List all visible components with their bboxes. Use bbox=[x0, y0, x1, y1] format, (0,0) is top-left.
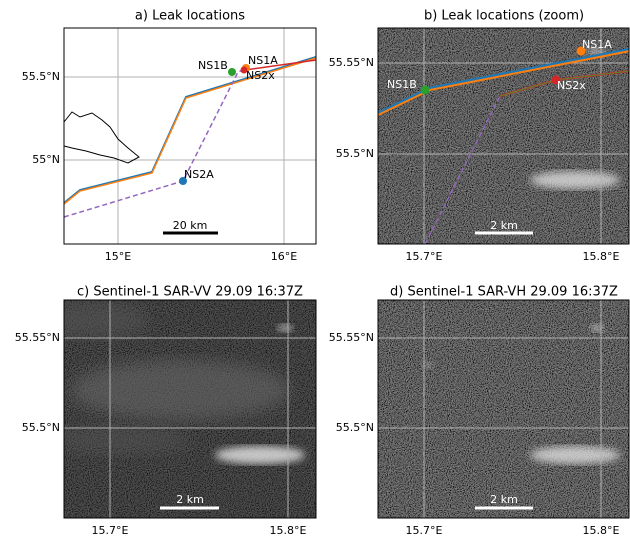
leak-label: NS1A bbox=[248, 54, 278, 67]
slick bbox=[590, 324, 604, 332]
leak-label: NS1B bbox=[387, 78, 417, 91]
leak-label: NS2x bbox=[246, 69, 275, 82]
x-tick-label: 16°E bbox=[271, 250, 297, 263]
sea-texture bbox=[70, 360, 290, 420]
frame bbox=[63, 299, 317, 519]
panel-a: NS1A NS1B NS2x NS2A 20 km a) Leak locati… bbox=[22, 9, 317, 263]
pipeline-ns1 bbox=[63, 57, 317, 205]
sea-texture bbox=[64, 425, 190, 455]
frame bbox=[63, 27, 317, 245]
leak-label: NS1A bbox=[582, 38, 612, 51]
panel-b: NS1A NS1B NS2x 2 km b) Leak locations (z… bbox=[329, 9, 630, 263]
pipeline-ns2 bbox=[244, 59, 317, 71]
x-tick-label: 15.7°E bbox=[92, 524, 129, 537]
pipeline-ns1 bbox=[378, 50, 629, 116]
x-tick-label: 15.8°E bbox=[583, 250, 620, 263]
x-tick-label: 15.8°E bbox=[270, 524, 307, 537]
grid bbox=[378, 300, 629, 518]
scale-bar-label: 2 km bbox=[490, 493, 518, 506]
sea-texture bbox=[64, 302, 150, 338]
leak-point bbox=[240, 66, 248, 74]
y-tick-label: 55.5°N bbox=[22, 421, 60, 434]
x-tick-label: 15.8°E bbox=[583, 524, 620, 537]
panel-title: b) Leak locations (zoom) bbox=[424, 9, 584, 24]
panel-c: 2 km c) Sentinel-1 SAR-VV 29.09 16:37Z 5… bbox=[15, 285, 317, 537]
y-tick-label: 55.55°N bbox=[15, 331, 60, 344]
panel-d: 2 km d) Sentinel-1 SAR-VH 29.09 16:37Z 5… bbox=[329, 285, 630, 537]
panel-title: d) Sentinel-1 SAR-VH 29.09 16:37Z bbox=[390, 285, 618, 300]
scale-bar-label: 20 km bbox=[173, 219, 208, 232]
frame bbox=[377, 27, 630, 245]
slick bbox=[422, 362, 434, 368]
y-tick-label: 55.5°N bbox=[22, 70, 60, 83]
y-tick-label: 55.5°N bbox=[336, 421, 374, 434]
leak-point bbox=[551, 75, 561, 85]
scale-bar-label: 2 km bbox=[176, 493, 204, 506]
x-tick-label: 15.7°E bbox=[406, 524, 443, 537]
leak-point bbox=[576, 46, 586, 56]
frame bbox=[377, 299, 630, 519]
leak-label: NS1B bbox=[198, 59, 228, 72]
x-tick-label: 15.7°E bbox=[406, 250, 443, 263]
leak-point bbox=[420, 85, 430, 95]
leak-point bbox=[179, 177, 187, 185]
y-tick-label: 55°N bbox=[32, 153, 60, 166]
pipeline-ns1 bbox=[378, 47, 629, 115]
sar-texture bbox=[378, 300, 629, 518]
leak-point bbox=[228, 68, 236, 76]
slick bbox=[530, 171, 620, 189]
panel-title: c) Sentinel-1 SAR-VV 29.09 16:37Z bbox=[77, 285, 303, 300]
leak-label: NS2x bbox=[557, 79, 586, 92]
slick bbox=[215, 446, 305, 464]
scale-bar-label: 2 km bbox=[490, 219, 518, 232]
grid bbox=[64, 300, 316, 518]
y-tick-label: 55.55°N bbox=[329, 331, 374, 344]
coastline bbox=[63, 111, 140, 164]
x-tick-label: 15°E bbox=[105, 250, 131, 263]
grid bbox=[378, 28, 629, 244]
y-tick-label: 55.55°N bbox=[329, 56, 374, 69]
y-tick-label: 55.5°N bbox=[336, 147, 374, 160]
panel-title: a) Leak locations bbox=[135, 9, 245, 24]
pipeline-ns2-route bbox=[424, 95, 501, 244]
leak-label: NS2A bbox=[184, 168, 214, 181]
slick bbox=[530, 446, 620, 464]
map-background bbox=[64, 28, 316, 244]
slick bbox=[277, 324, 293, 332]
sar-texture bbox=[378, 28, 629, 244]
